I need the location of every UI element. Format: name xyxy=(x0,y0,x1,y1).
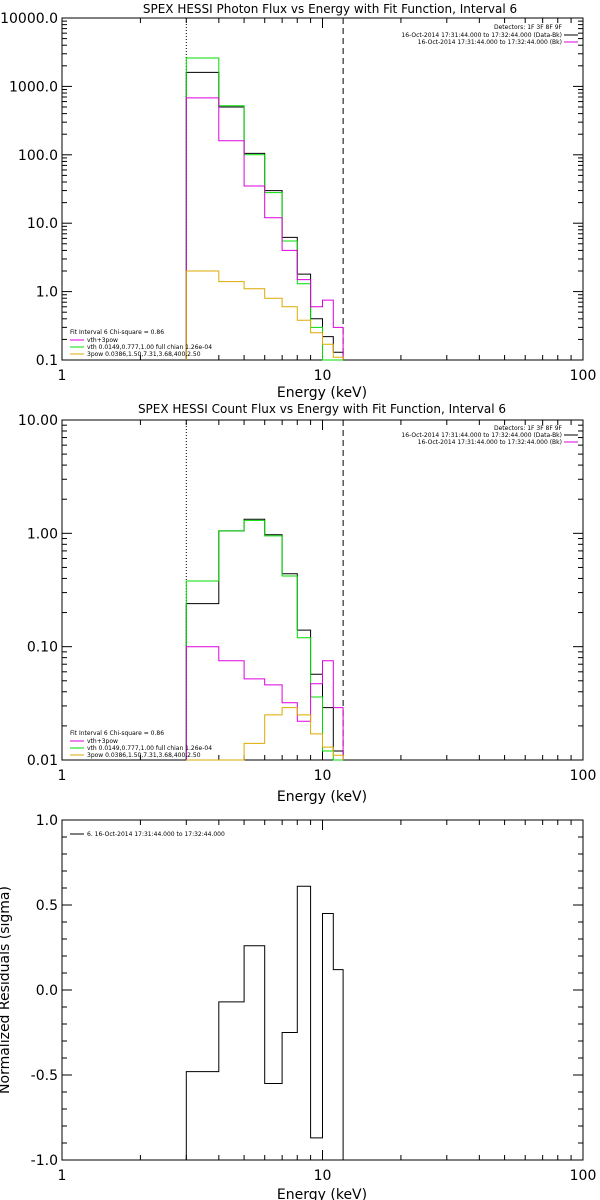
x-tick-label: 1 xyxy=(58,768,67,784)
count-flux-x-label: Energy (keV) xyxy=(277,789,367,805)
x-tick-label: 100 xyxy=(570,1168,597,1184)
count-flux-bk-interval: 16-Oct-2014 17:31:44.000 to 17:32:44.000… xyxy=(418,439,562,446)
residuals-y-label: Normalized Residuals (sigma) xyxy=(0,886,13,1094)
series-2-histogram xyxy=(185,646,344,760)
y-tick-label: 1.00 xyxy=(27,526,58,542)
series-3-histogram xyxy=(185,270,344,360)
y-tick-label: 0.0 xyxy=(36,983,58,999)
y-tick-label: 100.0 xyxy=(18,148,58,164)
count-flux-series xyxy=(185,518,344,761)
x-tick-label: 100 xyxy=(570,368,597,384)
series-2-histogram xyxy=(185,97,344,360)
y-tick-label: 1.0 xyxy=(36,813,58,829)
photon-flux-data-interval: 16-Oct-2014 17:31:44.000 to 17:32:44.000… xyxy=(401,32,562,39)
y-tick-label: 0.1 xyxy=(36,353,58,369)
residuals-y-ticks: -1.0 -0.5 0.0 0.5 1.0 xyxy=(31,813,58,1169)
photon-flux-fit-legend: Fit Interval 6 Chi-square = 0.86 vth+3po… xyxy=(70,329,212,358)
photon-flux-x-label: Energy (keV) xyxy=(277,385,367,401)
photon-flux-detectors: Detectors: 1F 3F 8F 9F xyxy=(494,24,563,31)
y-tick-label: 10000.0 xyxy=(0,11,58,27)
series-0-histogram xyxy=(185,71,344,360)
count-flux-data-interval: 16-Oct-2014 17:31:44.000 to 17:32:44.000… xyxy=(401,432,562,439)
y-tick-label: 1000.0 xyxy=(9,79,58,95)
series-1-histogram xyxy=(185,519,344,761)
series-0-histogram xyxy=(185,885,344,1160)
x-tick-label: 10 xyxy=(314,368,332,384)
count-flux-x-ticks: 1 10 100 xyxy=(58,768,597,784)
residuals-series xyxy=(185,885,344,1160)
count-flux-fit-vth: vth 0.0149,0.777,1.00 full chian 1.26e-0… xyxy=(87,745,212,752)
photon-flux-fit-total: vth+3pow xyxy=(87,337,118,344)
y-tick-label: -0.5 xyxy=(31,1068,58,1084)
residuals-legend: 6. 16-Oct-2014 17:31:44.000 to 17:32:44.… xyxy=(70,831,225,838)
series-3-histogram xyxy=(186,707,344,761)
count-flux-detectors: Detectors: 1F 3F 8F 9F xyxy=(494,425,563,432)
photon-flux-fit-vth: vth 0.0149,0.777,1.00 full chian 1.26e-0… xyxy=(87,344,212,351)
x-tick-label: 10 xyxy=(314,768,332,784)
photon-flux-fit-interval: Fit Interval 6 Chi-square = 0.86 xyxy=(70,329,164,336)
y-tick-label: -1.0 xyxy=(31,1153,58,1169)
residuals-panel: -1.0 -0.5 0.0 0.5 1.0 1 10 100 Energy (keV) No… xyxy=(0,813,596,1200)
count-flux-fit-total: vth+3pow xyxy=(87,738,118,745)
residuals-x-ticks: 1 10 100 xyxy=(58,1168,597,1184)
photon-flux-panel: SPEX HESSI Photon Flux vs Energy with Fi… xyxy=(0,2,596,401)
photon-flux-y-ticks: 0.1 1.0 10.0 100.0 1000.0 10000.0 xyxy=(0,11,58,369)
photon-flux-fit-3pow: 3pow 0.0386,1.50,7.31,3.68,400,2.50 xyxy=(87,351,201,358)
photon-flux-header-legend: Detectors: 1F 3F 8F 9F 16-Oct-2014 17:31… xyxy=(401,24,578,46)
y-tick-label: 0.01 xyxy=(27,753,58,769)
residuals-x-label: Energy (keV) xyxy=(277,1187,367,1200)
count-flux-title: SPEX HESSI Count Flux vs Energy with Fit… xyxy=(138,402,506,416)
residuals-minor-ticks xyxy=(61,819,583,1161)
count-flux-y-ticks: 0.01 0.10 1.00 10.00 xyxy=(18,413,58,769)
photon-flux-plot-frame xyxy=(61,17,584,361)
count-flux-fit-3pow: 3pow 0.0386,1.50,7.31,3.68,400,2.50 xyxy=(87,752,201,759)
photon-flux-bk-interval: 16-Oct-2014 17:31:44.000 to 17:32:44.000… xyxy=(418,39,562,46)
x-tick-label: 1 xyxy=(58,368,67,384)
residuals-legend-text: 6. 16-Oct-2014 17:31:44.000 to 17:32:44.… xyxy=(87,831,225,838)
y-tick-label: 10.00 xyxy=(18,413,58,429)
count-flux-header-legend: Detectors: 1F 3F 8F 9F 16-Oct-2014 17:31… xyxy=(401,425,578,446)
photon-flux-title: SPEX HESSI Photon Flux vs Energy with Fi… xyxy=(143,2,517,16)
count-flux-fit-interval: Fit Interval 6 Chi-square = 0.86 xyxy=(70,730,164,737)
y-tick-label: 10.0 xyxy=(27,216,58,232)
y-tick-label: 0.5 xyxy=(36,898,58,914)
count-flux-fit-legend: Fit Interval 6 Chi-square = 0.86 vth+3po… xyxy=(70,730,212,759)
x-tick-label: 1 xyxy=(58,1168,67,1184)
count-flux-fit-range-lines xyxy=(185,420,344,760)
count-flux-minor-ticks xyxy=(61,420,583,761)
photon-flux-minor-ticks xyxy=(61,18,583,361)
photon-flux-series xyxy=(185,57,344,361)
x-tick-label: 10 xyxy=(314,1168,332,1184)
count-flux-panel: SPEX HESSI Count Flux vs Energy with Fit… xyxy=(18,402,596,805)
photon-flux-x-ticks: 1 10 100 xyxy=(58,368,597,384)
y-tick-label: 1.0 xyxy=(36,285,58,301)
x-tick-label: 100 xyxy=(570,768,597,784)
y-tick-label: 0.10 xyxy=(27,640,58,656)
